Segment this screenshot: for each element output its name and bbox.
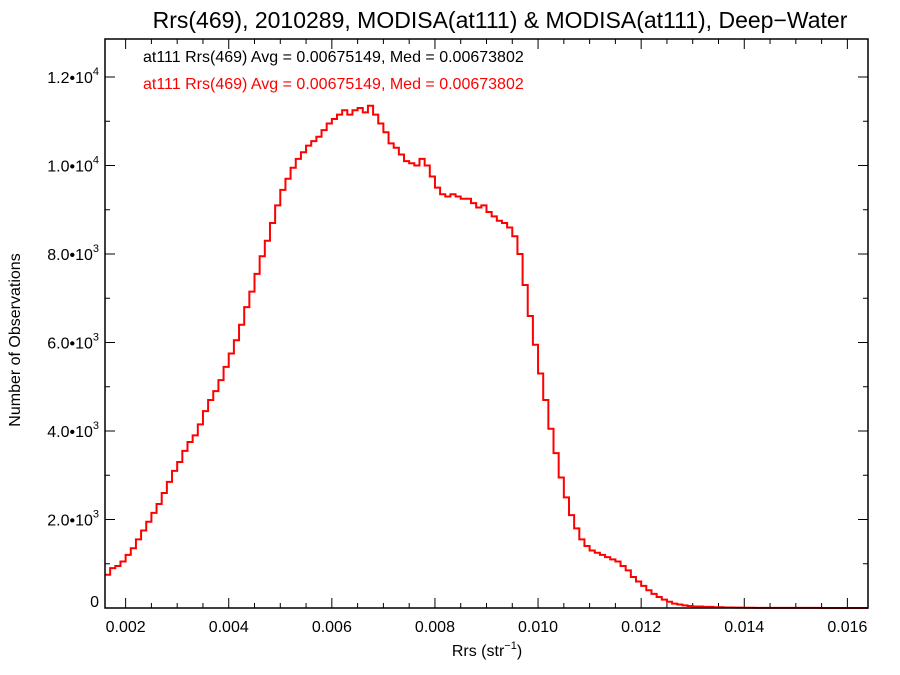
stats-annotations: at111 Rrs(469) Avg = 0.00675149, Med = 0… — [143, 49, 524, 93]
y-tick-exponent: 4 — [93, 155, 99, 167]
y-tick-mantissa: 2.0•10 — [47, 513, 93, 530]
y-tick-label: 1.2•104 — [47, 66, 99, 87]
x-tick-label: 0.012 — [621, 619, 661, 636]
y-tick-exponent: 3 — [93, 243, 99, 255]
y-tick-label: 1.0•104 — [47, 155, 99, 176]
y-tick-mantissa: 1.2•10 — [47, 70, 93, 87]
plot-frame — [104, 38, 869, 609]
stats-line: at111 Rrs(469) Avg = 0.00675149, Med = 0… — [143, 49, 524, 66]
chart-title: Rrs(469), 2010289, MODISA(at111) & MODIS… — [153, 7, 848, 33]
histogram-series-line — [105, 104, 868, 609]
x-axis-label-end: ) — [517, 643, 522, 660]
y-tick-mantissa: 4.0•10 — [47, 424, 93, 441]
axis-ticks: 0.002 0.004 0.006 0.008 0.010 0.012 0.014 0.016… — [47, 39, 868, 636]
y-tick-label: 6.0•103 — [47, 332, 99, 353]
x-tick-label: 0.016 — [827, 619, 867, 636]
x-tick-label: 0.004 — [209, 619, 249, 636]
x-axis-label-sup: −1 — [504, 640, 517, 652]
y-axis-label: Number of Observations — [7, 253, 24, 426]
stats-line: at111 Rrs(469) Avg = 0.00675149, Med = 0… — [143, 76, 524, 93]
x-axis-label-main: Rrs (str — [452, 643, 505, 660]
x-axis-label: Rrs (str−1) — [452, 640, 522, 660]
x-tick-label: 0.002 — [106, 619, 146, 636]
y-tick-exponent: 4 — [93, 66, 99, 78]
y-tick-label: 2.0•103 — [47, 509, 99, 530]
y-tick-exponent: 3 — [93, 420, 99, 432]
y-tick-mantissa: 0 — [90, 594, 99, 611]
y-tick-label: 4.0•103 — [47, 420, 99, 441]
x-tick-label: 0.008 — [415, 619, 455, 636]
x-tick-label: 0.006 — [312, 619, 352, 636]
y-tick-exponent: 3 — [93, 509, 99, 521]
x-tick-label: 0.010 — [518, 619, 558, 636]
y-tick-mantissa: 6.0•10 — [47, 336, 93, 353]
y-tick-mantissa: 1.0•10 — [47, 159, 93, 176]
y-tick-exponent: 3 — [93, 332, 99, 344]
series-layer — [105, 104, 868, 609]
y-tick-label: 0 — [90, 594, 99, 611]
y-tick-label: 8.0•103 — [47, 243, 99, 264]
x-tick-label: 0.014 — [724, 619, 764, 636]
y-tick-mantissa: 8.0•10 — [47, 247, 93, 264]
